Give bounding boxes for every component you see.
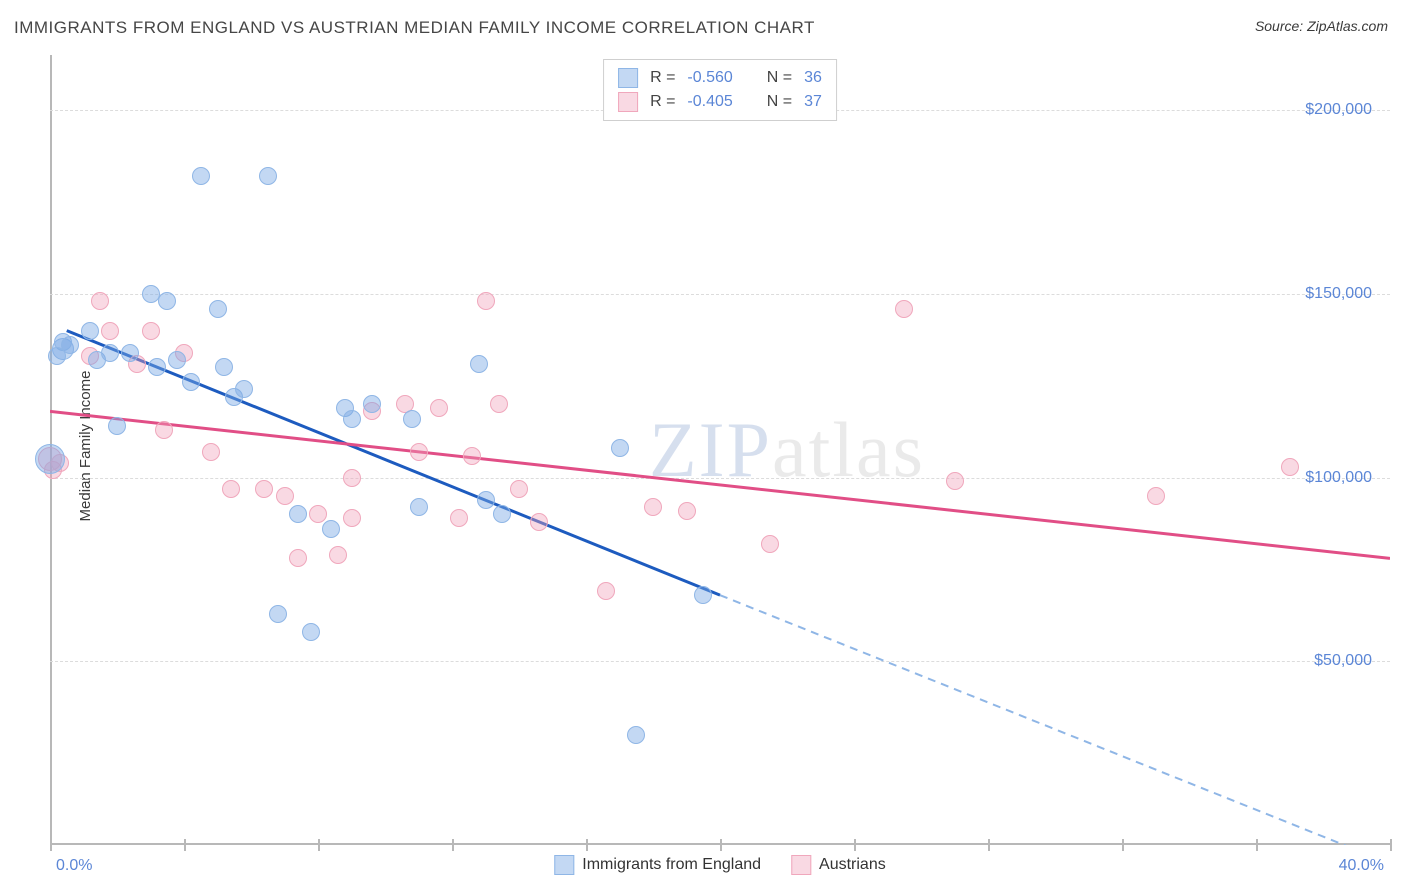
legend-row-england: R = -0.560 N = 36 [618, 66, 822, 90]
chart-title: IMMIGRANTS FROM ENGLAND VS AUSTRIAN MEDI… [14, 18, 815, 38]
england-point [363, 395, 381, 413]
england-point [182, 373, 200, 391]
austrians-point [510, 480, 528, 498]
legend-swatch-icon [618, 92, 638, 112]
austrians-point [343, 509, 361, 527]
england-point [142, 285, 160, 303]
austrians-point [255, 480, 273, 498]
austrians-point [289, 549, 307, 567]
austrians-point [895, 300, 913, 318]
austrians-point [530, 513, 548, 531]
x-axis-min-label: 0.0% [56, 857, 92, 875]
austrians-point [430, 399, 448, 417]
x-axis-max-label: 40.0% [1339, 857, 1384, 875]
source-attribution: Source: ZipAtlas.com [1255, 18, 1388, 34]
series-legend-label: Austrians [819, 856, 886, 874]
austrians-point [450, 509, 468, 527]
austrians-point [343, 469, 361, 487]
england-point [81, 322, 99, 340]
england-point [470, 355, 488, 373]
austrians-point [329, 546, 347, 564]
legend-r-value: -0.560 [687, 66, 732, 90]
austrians-point [1147, 487, 1165, 505]
series-legend-label: Immigrants from England [582, 856, 761, 874]
legend-n-label: N = [767, 66, 792, 90]
austrians-point [155, 421, 173, 439]
chart-plot-area: ZIPatlas $50,000$100,000$150,000$200,000… [50, 55, 1390, 845]
correlation-legend: R = -0.560 N = 36 R = -0.405 N = 37 [603, 59, 837, 121]
source-prefix: Source: [1255, 18, 1307, 34]
england-point [259, 167, 277, 185]
england-point [322, 520, 340, 538]
england-point [269, 605, 287, 623]
england-point [121, 344, 139, 362]
england-point [410, 498, 428, 516]
austrians-point [761, 535, 779, 553]
legend-r-value: -0.405 [687, 90, 732, 114]
england-point [611, 439, 629, 457]
england-point [215, 358, 233, 376]
series-legend-item-england: Immigrants from England [554, 855, 761, 875]
england-point [192, 167, 210, 185]
england-point [477, 491, 495, 509]
england-point [209, 300, 227, 318]
legend-r-label: R = [650, 90, 675, 114]
austrians-point [463, 447, 481, 465]
series-legend: Immigrants from England Austrians [554, 855, 885, 875]
england-point [343, 410, 361, 428]
england-point [101, 344, 119, 362]
england-point [403, 410, 421, 428]
series-legend-item-austrians: Austrians [791, 855, 886, 875]
legend-swatch-icon [618, 68, 638, 88]
austrians-point [477, 292, 495, 310]
england-point [235, 380, 253, 398]
england-point [302, 623, 320, 641]
england-point [35, 444, 65, 474]
england-point [493, 505, 511, 523]
legend-r-label: R = [650, 66, 675, 90]
austrians-point [1281, 458, 1299, 476]
austrians-point [142, 322, 160, 340]
england-point [61, 336, 79, 354]
austrians-point [309, 505, 327, 523]
austrians-point [644, 498, 662, 516]
england-point [627, 726, 645, 744]
legend-n-value: 36 [804, 66, 822, 90]
legend-n-label: N = [767, 90, 792, 114]
austrians-point [101, 322, 119, 340]
legend-row-austrians: R = -0.405 N = 37 [618, 90, 822, 114]
england-point [289, 505, 307, 523]
legend-n-value: 37 [804, 90, 822, 114]
legend-swatch-icon [791, 855, 811, 875]
x-tick [1390, 839, 1392, 851]
austrians-point [946, 472, 964, 490]
england-point [158, 292, 176, 310]
austrians-point [202, 443, 220, 461]
austrians-point [597, 582, 615, 600]
legend-swatch-icon [554, 855, 574, 875]
austrians-point [91, 292, 109, 310]
england-point [148, 358, 166, 376]
austrians-point [490, 395, 508, 413]
scatter-points-container [50, 55, 1390, 845]
austrians-point [410, 443, 428, 461]
austrians-point [276, 487, 294, 505]
source-name: ZipAtlas.com [1307, 18, 1388, 34]
austrians-point [678, 502, 696, 520]
england-point [694, 586, 712, 604]
england-point [108, 417, 126, 435]
austrians-point [222, 480, 240, 498]
england-point [168, 351, 186, 369]
